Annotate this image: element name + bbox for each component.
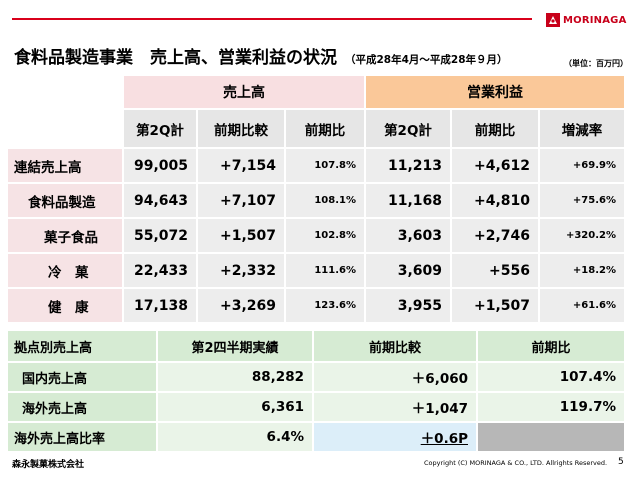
sales-diff-value: +2,332 [198, 254, 284, 287]
profit-rate-value: +18.2% [540, 254, 624, 287]
diff-value: ＋1,047 [314, 393, 476, 421]
actual-value: 6,361 [158, 393, 312, 421]
top-bar: MORINAGA [0, 10, 640, 28]
copyright-text: Copyright (C) MORINAGA & CO., LTD. Allri… [424, 459, 608, 467]
profit-2q-value: 3,609 [366, 254, 450, 287]
col-header: 第2Q計 [366, 110, 450, 147]
sales-ratio-value: 108.1% [286, 184, 364, 217]
page-number: 5 [618, 457, 624, 467]
row-label: 健 康 [8, 289, 122, 322]
ratio-value: 119.7% [478, 393, 624, 421]
profit-2q-value: 3,603 [366, 219, 450, 252]
diff-value: ＋6,060 [314, 363, 476, 391]
sales-2q-value: 17,138 [124, 289, 196, 322]
row-label: 連結売上高 [8, 149, 122, 182]
profit-rate-value: +69.9% [540, 149, 624, 182]
sales-ratio-value: 107.8% [286, 149, 364, 182]
col-header: 増減率 [540, 110, 624, 147]
col-header: 前期比 [452, 110, 538, 147]
row-label: 海外売上高 [8, 393, 156, 421]
sales-ratio-value: 102.8% [286, 219, 364, 252]
ratio-value-empty [478, 423, 624, 451]
sales-2q-value: 55,072 [124, 219, 196, 252]
page-title: 食料品製造事業 売上高、営業利益の状況 （平成28年4月～平成28年９月） [14, 43, 508, 68]
company-name: 森永製菓株式会社 [12, 460, 85, 470]
profit-2q-value: 11,213 [366, 149, 450, 182]
profit-rate-value: +75.6% [540, 184, 624, 217]
profit-2q-value: 11,168 [366, 184, 450, 217]
title-main: 食料品製造事業 売上高、営業利益の状況 [14, 48, 337, 68]
logo-text: MORINAGA [563, 14, 627, 26]
title-period: （平成28年4月～平成28年９月） [345, 54, 508, 66]
row-label: 菓子食品 [8, 219, 122, 252]
col-header: 第2四半期実績 [158, 331, 312, 361]
diff-value: ＋0.6P [420, 431, 468, 447]
ratio-value: 107.4% [478, 363, 624, 391]
row-label: 海外売上高比率 [8, 423, 156, 451]
col-header: 前期比 [286, 110, 364, 147]
header-rule [12, 18, 532, 20]
diff-value-highlight: ＋0.6P [314, 423, 476, 451]
group-header-sales: 売上高 [124, 76, 364, 108]
sales-diff-value: +1,507 [198, 219, 284, 252]
col-header: 第2Q計 [124, 110, 196, 147]
row-label: 食料品製造 [8, 184, 122, 217]
col-header: 前期比 [478, 331, 624, 361]
sales-diff-value: +7,154 [198, 149, 284, 182]
profit-rate-value: +61.6% [540, 289, 624, 322]
brand-logo: MORINAGA [546, 12, 627, 28]
sales-diff-value: +7,107 [198, 184, 284, 217]
sales-ratio-value: 123.6% [286, 289, 364, 322]
profit-diff-value: +2,746 [452, 219, 538, 252]
sales-ratio-value: 111.6% [286, 254, 364, 287]
row-label: 冷 菓 [8, 254, 122, 287]
profit-diff-value: +4,810 [452, 184, 538, 217]
unit-note: （単位：百万円） [564, 59, 628, 68]
angel-mark-icon [546, 13, 560, 27]
row-label: 国内売上高 [8, 363, 156, 391]
profit-2q-value: 3,955 [366, 289, 450, 322]
col-header: 拠点別売上高 [8, 331, 156, 361]
col-header: 前期比較 [314, 331, 476, 361]
sales-2q-value: 22,433 [124, 254, 196, 287]
actual-value: 6.4% [158, 423, 312, 451]
actual-value: 88,282 [158, 363, 312, 391]
profit-rate-value: +320.2% [540, 219, 624, 252]
group-header-profit: 営業利益 [366, 76, 624, 108]
sales-diff-value: +3,269 [198, 289, 284, 322]
col-header: 前期比較 [198, 110, 284, 147]
profit-diff-value: +556 [452, 254, 538, 287]
profit-diff-value: +4,612 [452, 149, 538, 182]
sales-2q-value: 94,643 [124, 184, 196, 217]
sales-2q-value: 99,005 [124, 149, 196, 182]
profit-diff-value: +1,507 [452, 289, 538, 322]
